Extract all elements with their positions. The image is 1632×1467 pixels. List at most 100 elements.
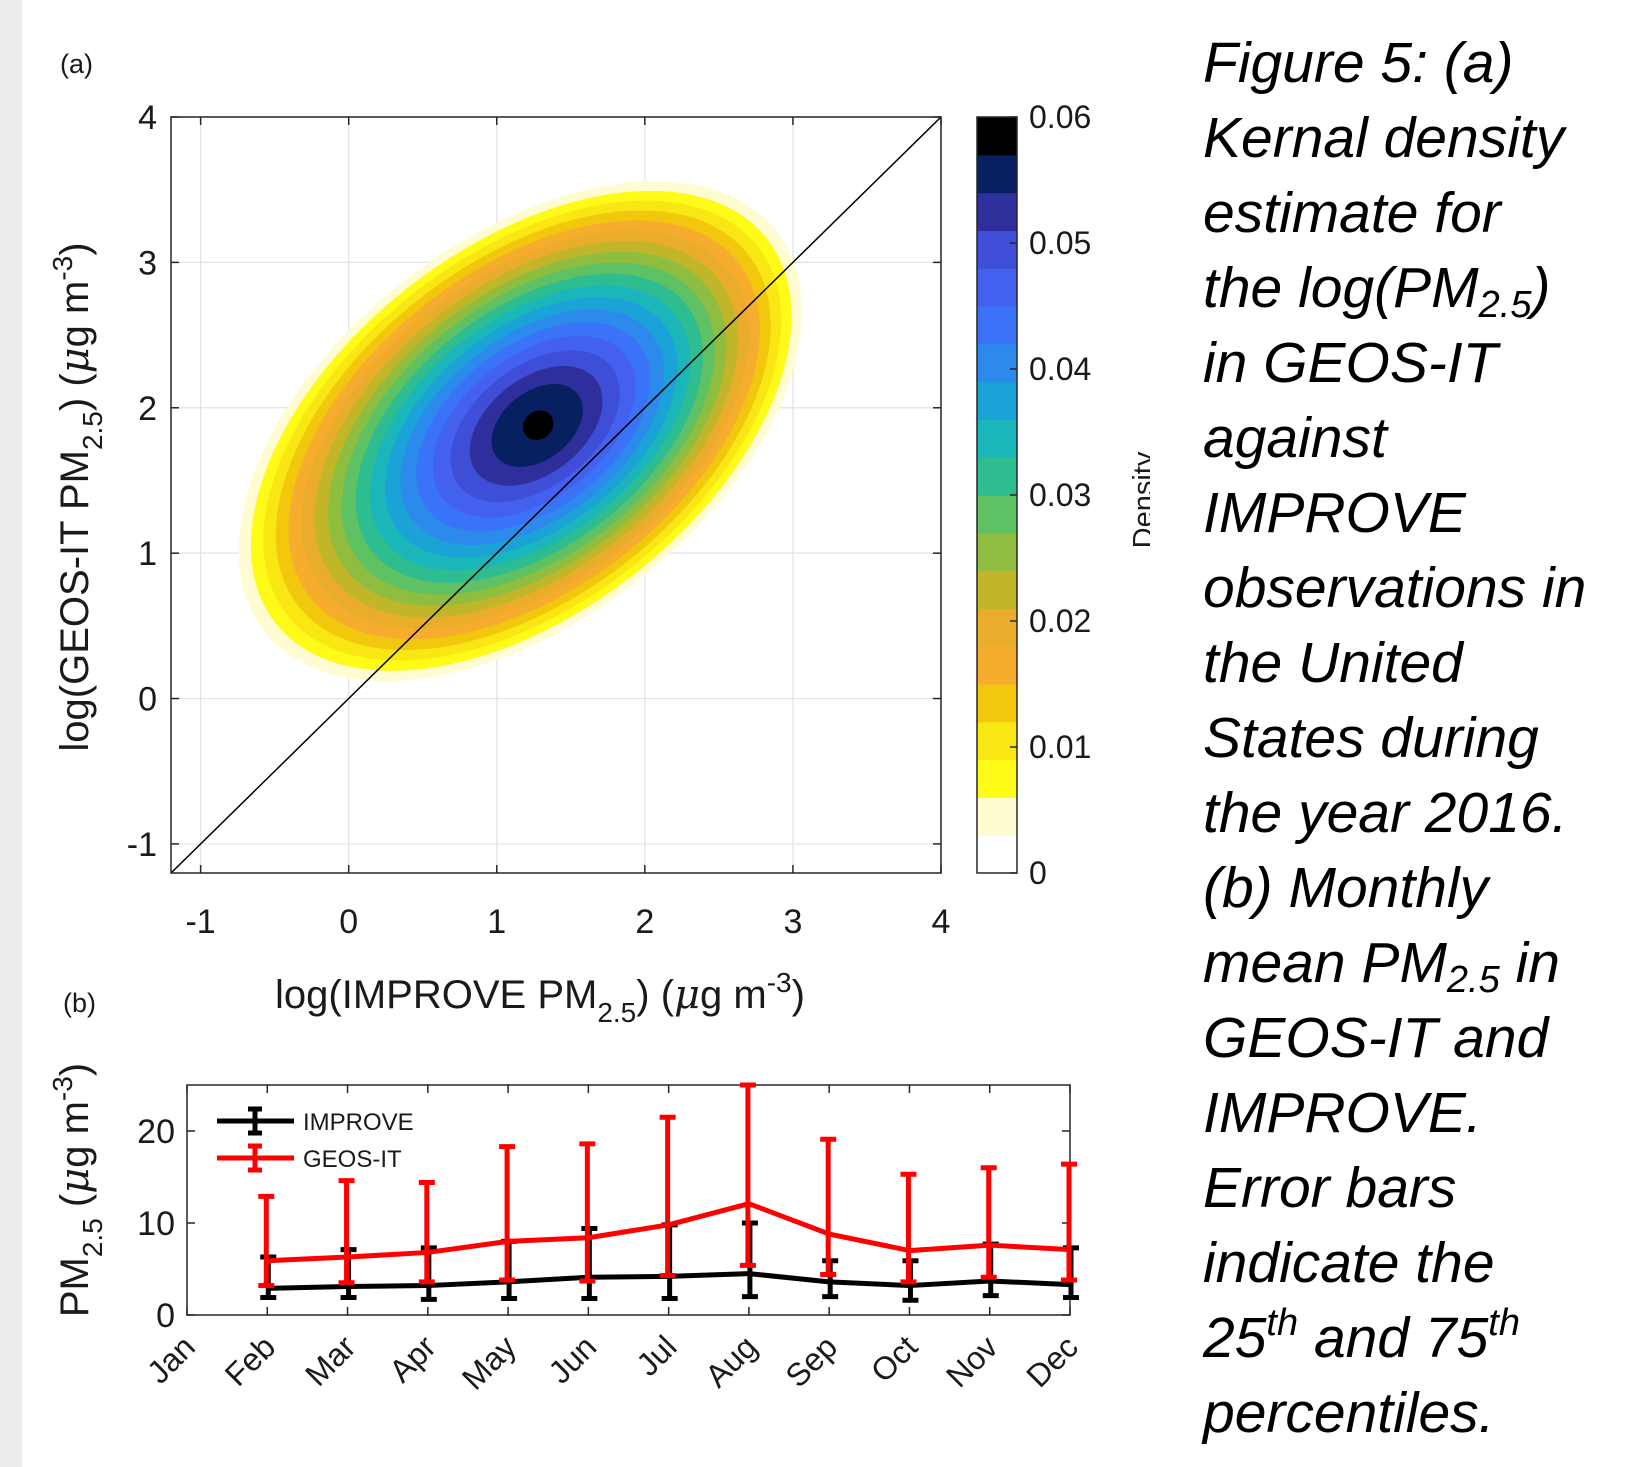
caption-text: the United [1203,631,1463,695]
legend-improve-label: IMPROVE [303,1109,414,1136]
caption-line: in GEOS-IT [1203,326,1628,401]
caption-line: mean PM2.5 in [1203,926,1628,1001]
colorbar-band [977,835,1017,873]
panel-a-x-tick-label: 1 [487,903,506,941]
panel-b-line-chart: 0 10 20 Jan Feb Mar Apr May Jun Jul Aug Sep Oct Nov D… [47,1063,1085,1397]
colorbar-ticks: 0 0.01 0.02 0.03 0.04 0.05 0.06 [1010,99,1091,891]
panel-b-x-tick-labels: Jan Feb Mar Apr May Jun Jul Aug Sep Oct Nov Dec [140,1328,1085,1396]
colorbar-label: Density [1128,451,1150,548]
caption-text: mean PM [1203,931,1447,995]
caption-line: GEOS-IT and [1203,1001,1628,1076]
colorbar-band [977,571,1017,609]
colorbar-band [977,268,1017,306]
panel-b-x-tick-label: May [455,1328,523,1396]
panel-b-y-tick-label: 10 [137,1205,175,1243]
caption-line: the log(PM2.5) [1203,251,1628,326]
caption-text: observations in [1203,556,1586,620]
caption-text: 25 [1203,1306,1266,1370]
panel-b-label: (b) [63,988,96,1018]
colorbar-band [977,646,1017,684]
panel-b-x-tick-label: Aug [698,1328,764,1394]
colorbar-band [977,533,1017,571]
colorbar-band [977,155,1017,193]
panel-a-heatmap-chart: -1 0 1 2 3 4 -1 0 1 2 3 4 log(IMPROVE PM2.5) (μg m… [47,81,950,1028]
panel-a-x-tick-label: 2 [635,903,654,941]
caption-text: the log(PM [1203,256,1479,320]
figure-caption: Figure 5: (a) Kernal density estimate for t… [1203,26,1628,1451]
panel-a-y-tick-labels: -1 0 1 2 3 4 [127,99,157,864]
panel-b-y-axis-label: PM2.5 (μg m-3) [47,1063,108,1317]
colorbar-band [977,419,1017,457]
colorbar-band [977,457,1017,495]
colorbar-band [977,306,1017,344]
panel-a-label: (a) [60,49,93,79]
panel-a-y-axis-label: log(GEOS-IT PM2.5) (μg m-3) [47,242,108,751]
colorbar-band [977,760,1017,798]
caption-line: indicate the [1203,1226,1628,1301]
caption-line: estimate for [1203,176,1628,251]
panel-a-y-tick-label: 2 [138,390,157,428]
colorbar-tick-label: 0.01 [1029,729,1091,765]
panel-b-x-tick-label: Nov [939,1328,1005,1394]
panel-a-x-tick-label: 4 [932,903,951,941]
caption-text: in [1500,931,1560,995]
caption-sub: 2.5 [1479,284,1532,326]
panel-b-x-tick-label: Mar [298,1328,363,1393]
caption-line: IMPROVE [1203,476,1628,551]
panel-b-y-tick-label: 0 [156,1297,175,1335]
panel-a-y-tick-label: 4 [138,99,157,137]
caption-line: States during [1203,701,1628,776]
caption-text: the year 2016. [1203,781,1567,845]
colorbar-band [977,344,1017,382]
caption-text: estimate for [1203,181,1501,245]
panel-a-x-axis-label: log(IMPROVE PM2.5) (μg m-3) [275,967,805,1028]
caption-text: States during [1203,706,1539,770]
caption-line: the year 2016. [1203,776,1628,851]
caption-text: (b) Monthly [1203,856,1488,920]
caption-line: 25th and 75th [1203,1301,1628,1376]
caption-sub: 2.5 [1447,959,1500,1001]
panel-b-x-tick-label: Apr [382,1328,443,1389]
caption-text: GEOS-IT and [1203,1006,1548,1070]
caption-text: in GEOS-IT [1203,331,1498,395]
caption-text: ) [1531,256,1550,320]
colorbar-band [977,797,1017,835]
colorbar-tick-label: 0.06 [1029,99,1091,135]
colorbar-band [977,722,1017,760]
caption-line: Figure 5: (a) [1203,26,1628,101]
panel-b-x-tick-label: Oct [864,1328,925,1389]
caption-text: IMPROVE [1203,481,1466,545]
colorbar-band [977,684,1017,722]
panel-a-x-tick-label: 3 [783,903,802,941]
panel-b-x-tick-label: Sep [778,1328,844,1394]
colorbar: 0 0.01 0.02 0.03 0.04 0.05 0.06 Density [977,99,1150,891]
caption-text: percentiles. [1203,1381,1495,1445]
colorbar-band [977,230,1017,268]
caption-sup: th [1266,1302,1298,1344]
panel-b-x-tick-label: Jun [541,1328,603,1390]
caption-sup: th [1488,1302,1520,1344]
panel-a-x-tick-labels: -1 0 1 2 3 4 [185,903,950,941]
caption-line: observations in [1203,551,1628,626]
colorbar-tick-label: 0.03 [1029,477,1091,513]
caption-text: IMPROVE. [1203,1081,1482,1145]
caption-text: against [1203,406,1387,470]
colorbar-tick-label: 0 [1029,855,1047,891]
colorbar-band [977,495,1017,533]
panel-b-x-tick-label: Feb [218,1328,282,1392]
colorbar-band [977,117,1017,155]
panel-a-y-tick-label: -1 [127,826,157,864]
colorbar-band [977,193,1017,231]
colorbar-band [977,608,1017,646]
panel-a-x-tick-label: -1 [185,903,215,941]
caption-text: Error bars [1203,1156,1456,1220]
panel-b-y-tick-label: 20 [137,1113,175,1151]
colorbar-tick-label: 0.04 [1029,351,1091,387]
caption-line: IMPROVE. [1203,1076,1628,1151]
caption-text: and 75 [1298,1306,1488,1370]
caption-line: Kernal density [1203,101,1628,176]
caption-line: Error bars [1203,1151,1628,1226]
panel-a-x-tick-label: 0 [339,903,358,941]
caption-line: percentiles. [1203,1376,1628,1451]
panel-b-x-tick-label: Dec [1019,1328,1085,1394]
